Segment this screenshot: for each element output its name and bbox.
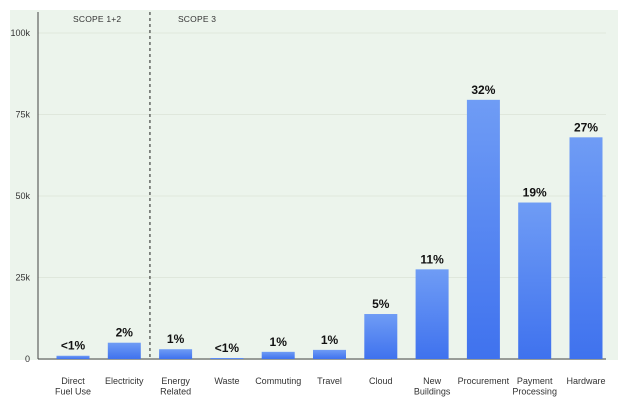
data-label: 5%: [372, 297, 390, 311]
x-tick-label: Procurement: [458, 376, 510, 386]
bars: [56, 99, 603, 359]
x-tick-label: Travel: [317, 376, 342, 386]
data-label: 2%: [116, 326, 134, 340]
x-tick-label: Commuting: [255, 376, 301, 386]
y-tick-label: 100k: [10, 28, 30, 38]
bar: [415, 269, 449, 359]
x-tick-label: Waste: [214, 376, 239, 386]
scope-groups: SCOPE 1+2 SCOPE 3: [73, 12, 216, 359]
bar: [56, 355, 90, 359]
category-labels: Direct Fuel Use Electricity Energy Related Wa…: [55, 376, 606, 397]
data-label: 32%: [471, 83, 495, 97]
bar: [313, 349, 346, 359]
data-label: 1%: [270, 335, 288, 349]
x-tick-label: Energy Related: [160, 376, 191, 397]
x-tick-label: Direct Fuel Use: [55, 376, 91, 397]
data-label: 1%: [321, 333, 339, 347]
x-tick-label: Payment Processing: [512, 376, 557, 397]
scope-label: SCOPE 3: [178, 14, 216, 24]
bar: [569, 137, 603, 359]
plot-background: [10, 10, 618, 360]
data-label: <1%: [215, 341, 240, 355]
grid-lines: [38, 32, 606, 278]
bar: [210, 358, 244, 359]
bar: [107, 342, 141, 359]
scope-label: SCOPE 1+2: [73, 14, 121, 24]
data-label: 11%: [420, 252, 444, 266]
y-tick-label: 50k: [15, 191, 30, 201]
x-tick-label: Electricity: [105, 376, 144, 386]
x-tick-label: Hardware: [566, 376, 605, 386]
data-label: <1%: [61, 339, 86, 353]
bar: [466, 99, 500, 359]
data-label: 1%: [167, 332, 185, 346]
bar: [364, 314, 398, 359]
data-label: 27%: [574, 120, 598, 134]
x-tick-label: Cloud: [369, 376, 393, 386]
bar: [261, 351, 295, 359]
y-tick-label: 25k: [15, 273, 30, 283]
bar: [518, 202, 552, 359]
data-labels: <1% 2% 1% <1% 1% 1% 5% 11% 32% 19% 27%: [61, 83, 599, 355]
y-tick-label: 0: [25, 354, 30, 364]
data-label: 19%: [523, 186, 547, 200]
bar: [159, 349, 193, 359]
x-tick-label: New Buildings: [414, 376, 451, 397]
y-tick-label: 75k: [15, 110, 30, 120]
